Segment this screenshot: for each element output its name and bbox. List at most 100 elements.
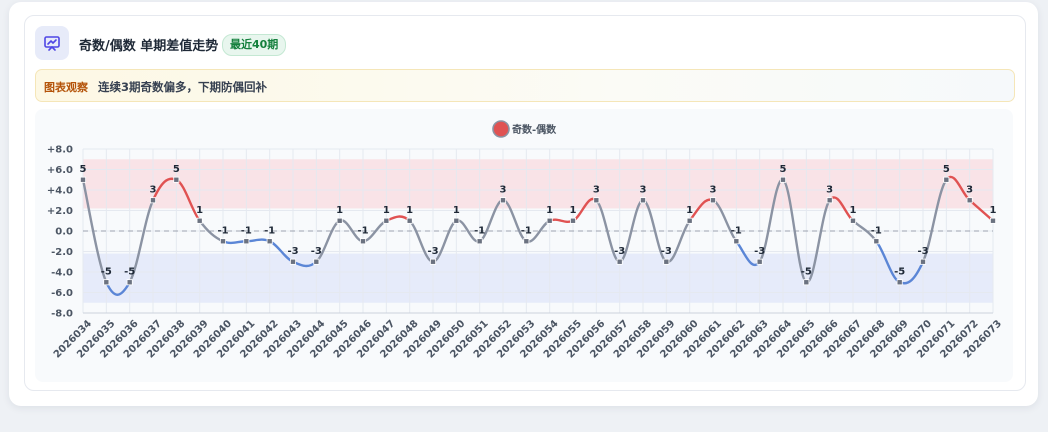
data-point bbox=[313, 258, 320, 265]
data-label: -3 bbox=[614, 246, 625, 257]
data-point bbox=[850, 217, 857, 224]
y-tick-label: -8.0 bbox=[51, 309, 73, 320]
data-point bbox=[663, 258, 670, 265]
data-point bbox=[990, 217, 997, 224]
data-label: -5 bbox=[801, 266, 812, 277]
data-label: -5 bbox=[894, 266, 905, 277]
data-point bbox=[546, 217, 553, 224]
data-label: 5 bbox=[780, 164, 787, 175]
data-point bbox=[196, 217, 203, 224]
data-point bbox=[873, 238, 880, 245]
data-point bbox=[103, 279, 110, 286]
series-line-segment bbox=[105, 281, 131, 296]
data-label: 3 bbox=[640, 184, 647, 195]
data-point bbox=[266, 238, 273, 245]
data-point bbox=[686, 217, 693, 224]
observation-note: 图表观察 连续3期奇数偏多，下期防偶回补 bbox=[35, 69, 1015, 102]
chart-title: 奇数/偶数 单期差值走势 bbox=[79, 39, 219, 54]
data-label: 1 bbox=[546, 205, 553, 216]
data-point bbox=[453, 217, 460, 224]
data-point bbox=[80, 176, 87, 183]
data-label: 3 bbox=[966, 184, 973, 195]
series-line-segment bbox=[81, 178, 108, 284]
data-point bbox=[826, 197, 833, 204]
data-label: 3 bbox=[826, 184, 833, 195]
plot-area: +8.0 +6.0 +4.0 +2.0 0.0 -2.0 -4.0 -6.0 -8.0 5 -5 -5… bbox=[35, 109, 1013, 382]
data-point bbox=[243, 238, 250, 245]
data-label: -1 bbox=[264, 225, 275, 236]
series-line-segment bbox=[385, 215, 411, 222]
data-label: 1 bbox=[850, 205, 857, 216]
data-label: 5 bbox=[173, 164, 180, 175]
legend-label: 奇数-偶数 bbox=[512, 123, 557, 136]
data-label: 3 bbox=[593, 184, 600, 195]
data-point bbox=[126, 279, 133, 286]
data-label: 1 bbox=[406, 205, 413, 216]
chart-presentation-icon bbox=[35, 26, 69, 60]
data-label: -3 bbox=[287, 246, 298, 257]
data-label: 1 bbox=[196, 205, 203, 216]
data-label: 1 bbox=[686, 205, 693, 216]
data-point bbox=[710, 197, 717, 204]
line-chart: +8.0 +6.0 +4.0 +2.0 0.0 -2.0 -4.0 -6.0 -8.0 5 -5 -5… bbox=[47, 120, 1004, 361]
y-tick-label: -2.0 bbox=[51, 247, 73, 258]
data-point bbox=[336, 217, 343, 224]
data-label: -3 bbox=[661, 246, 672, 257]
data-point bbox=[966, 197, 973, 204]
range-band bbox=[83, 159, 993, 209]
data-point bbox=[150, 197, 157, 204]
data-point bbox=[780, 176, 787, 183]
y-tick-label: +8.0 bbox=[47, 145, 73, 156]
y-tick-label: +4.0 bbox=[47, 186, 73, 197]
data-label: 3 bbox=[150, 184, 157, 195]
range-band bbox=[83, 253, 993, 303]
chart-card: 奇数/偶数 单期差值走势 最近40期 图表观察 连续3期奇数偏多，下期防偶回补 … bbox=[24, 15, 1026, 391]
data-point bbox=[570, 217, 577, 224]
data-point bbox=[359, 238, 366, 245]
data-label: 5 bbox=[943, 164, 950, 175]
observation-text: 连续3期奇数偏多，下期防偶回补 bbox=[98, 80, 267, 94]
series-line-segment bbox=[128, 199, 155, 284]
series-line-segment bbox=[548, 218, 575, 223]
y-tick-label: -4.0 bbox=[51, 268, 73, 279]
data-label: 1 bbox=[336, 205, 343, 216]
data-point bbox=[616, 258, 623, 265]
data-point bbox=[523, 238, 530, 245]
data-point bbox=[803, 279, 810, 286]
data-point bbox=[733, 238, 740, 245]
data-point bbox=[920, 258, 927, 265]
data-point bbox=[289, 258, 296, 265]
series-line-segment bbox=[221, 240, 248, 245]
data-label: -5 bbox=[124, 266, 135, 277]
data-label: -1 bbox=[731, 225, 742, 236]
data-label: -5 bbox=[101, 266, 112, 277]
data-label: 1 bbox=[990, 205, 997, 216]
data-point bbox=[383, 217, 390, 224]
data-label: -3 bbox=[917, 246, 928, 257]
data-label: -1 bbox=[241, 225, 252, 236]
data-label: 1 bbox=[453, 205, 460, 216]
series-line-segment bbox=[245, 238, 271, 243]
data-point bbox=[219, 238, 226, 245]
y-tick-label: -6.0 bbox=[51, 288, 73, 299]
data-point bbox=[896, 279, 903, 286]
data-label: 3 bbox=[500, 184, 507, 195]
data-label: -3 bbox=[754, 246, 765, 257]
data-label: -3 bbox=[311, 246, 322, 257]
data-label: -1 bbox=[871, 225, 882, 236]
data-point bbox=[640, 197, 647, 204]
data-label: 3 bbox=[710, 184, 717, 195]
y-tick-label: +2.0 bbox=[47, 206, 73, 217]
data-label: -1 bbox=[521, 225, 532, 236]
data-label: 1 bbox=[383, 205, 390, 216]
y-tick-label: +6.0 bbox=[47, 165, 73, 176]
series-line-segment bbox=[781, 178, 808, 284]
y-tick-label: 0.0 bbox=[55, 227, 73, 238]
data-point bbox=[429, 258, 436, 265]
panel-outer: 奇数/偶数 单期差值走势 最近40期 图表观察 连续3期奇数偏多，下期防偶回补 … bbox=[9, 2, 1038, 406]
period-badge: 最近40期 bbox=[222, 34, 287, 56]
data-point bbox=[593, 197, 600, 204]
data-point bbox=[943, 176, 950, 183]
data-label: -3 bbox=[427, 246, 438, 257]
data-label: 5 bbox=[80, 164, 87, 175]
